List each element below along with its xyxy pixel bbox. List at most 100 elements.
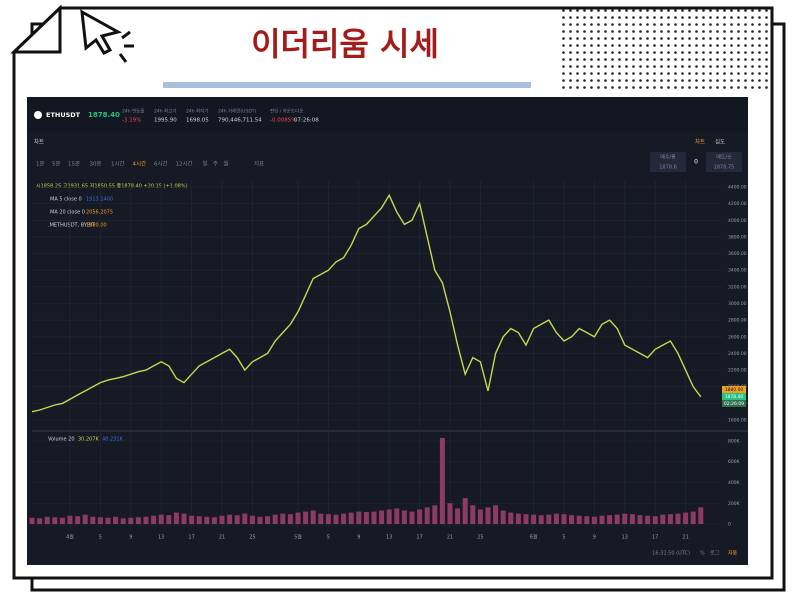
cursor-icon [80,9,134,63]
volume-bar [660,514,666,525]
volume-bar [356,511,362,525]
stat-value: 1995.90 [154,118,177,124]
stat-label: 24h 최저가 [186,108,208,115]
interval[interactable]: 12시간 [176,160,193,168]
x-tick-label: 17 [416,535,422,541]
volume-bar [500,510,506,525]
volume-bar [371,511,377,525]
x-tick-label: 5 [562,535,565,541]
stat-value: 1698.05 [186,118,209,124]
legend-value: 2056.2075 [86,210,113,216]
interval[interactable]: 15분 [68,161,80,168]
volume-bar [75,516,81,525]
interval[interactable]: 일 [203,160,208,168]
buy-box[interactable] [650,152,686,172]
volume-bar [105,517,111,525]
volume-bar [417,509,423,525]
volume-bar [462,498,468,525]
volume-bar [265,516,271,525]
x-tick-label: 13 [158,535,164,541]
volume-bar [591,516,597,525]
volume-bar [242,513,248,525]
tag-text: 1878.40 [725,394,744,400]
panel-title: 차트 [34,138,44,146]
price-tag [722,386,746,393]
y-tick-label: 2600.00 [728,334,747,340]
volume-bar [698,507,704,525]
volume-bar [280,513,286,525]
ticker-bar [27,97,748,132]
stat-label: 24h 거래량(USDT) [218,108,257,115]
tab[interactable]: 차트 [695,138,705,146]
volume-bar [219,515,225,525]
volume-bar [128,517,134,525]
volume-bar [135,517,141,525]
x-tick-label: 6월 [530,534,538,541]
volume-bar [82,514,88,525]
interval[interactable]: 6시간 [154,160,168,168]
volume-bar [599,515,605,525]
stat-label: 펀딩 / 카운트다운 [270,108,303,115]
sell-price: 1878.75 [714,165,735,171]
indicator[interactable]: 지표 [254,160,264,168]
volume-bar [196,516,202,525]
volume-bar [538,515,544,525]
tag-text: 02:26:09 [724,401,744,407]
volume-bar [189,515,195,525]
interval[interactable]: 1시간 [111,160,125,168]
volume-bar [318,513,324,525]
screenshot [27,97,748,565]
volume-bar [67,515,73,525]
volume-bar [546,514,552,525]
y2-tick-label: 800K [728,438,741,444]
volume-bar [523,514,529,525]
x-tick-label: 5월 [294,534,302,541]
volume-bar [386,509,392,525]
volume-bar [553,513,559,525]
interval[interactable]: 4시간 [133,160,147,168]
interval[interactable]: 30분 [90,161,102,168]
x-tick-label: 9 [357,535,360,541]
volume-bar [90,516,96,525]
volume-bar [409,511,415,525]
pct-button[interactable]: % [700,551,705,557]
interval[interactable]: 1분 [36,161,45,168]
tab[interactable]: 심도 [715,138,725,146]
buy-price: 1878.6 [659,165,677,171]
volume-bar [531,514,537,525]
x-tick-label: 17 [652,535,658,541]
interval[interactable]: 5분 [52,161,61,168]
volume-bar [493,505,499,525]
volume-bar [272,514,278,525]
stat-label: 24h 변동률 [122,108,144,115]
volume-bar [447,503,453,525]
clock: 16:32:50 (UTC) [652,551,690,557]
x-tick-label: 17 [188,535,194,541]
volume-bar [477,509,483,525]
sell-box[interactable] [706,152,742,172]
y2-tick-label: 0 [728,522,731,528]
legend-name: .METHUSDT, BYBIT [48,223,96,229]
interval[interactable]: 주 [213,161,218,168]
volume-bar [158,514,164,525]
x-tick-label: 9 [129,535,132,541]
volume-bar [257,516,263,525]
x-tick-label: 5 [99,535,102,541]
volume-bar [59,517,65,525]
log-button[interactable]: 로그 [710,551,720,557]
volume-bar [303,511,309,525]
x-tick-label: 5 [327,535,330,541]
x-tick-label: 21 [682,535,688,541]
volume-bar [295,512,301,525]
x-tick-label: 13 [386,535,392,541]
auto-button[interactable]: 자동 [728,550,738,557]
volume-bar [211,517,217,525]
volume-bar [173,512,179,525]
interval[interactable]: 월 [224,160,229,168]
volume-bar [515,513,521,525]
folded-corner [10,4,62,54]
volume-bar [52,517,58,525]
volume-bar [44,516,50,525]
volume-bar [379,510,385,525]
volume-bar [37,518,43,525]
